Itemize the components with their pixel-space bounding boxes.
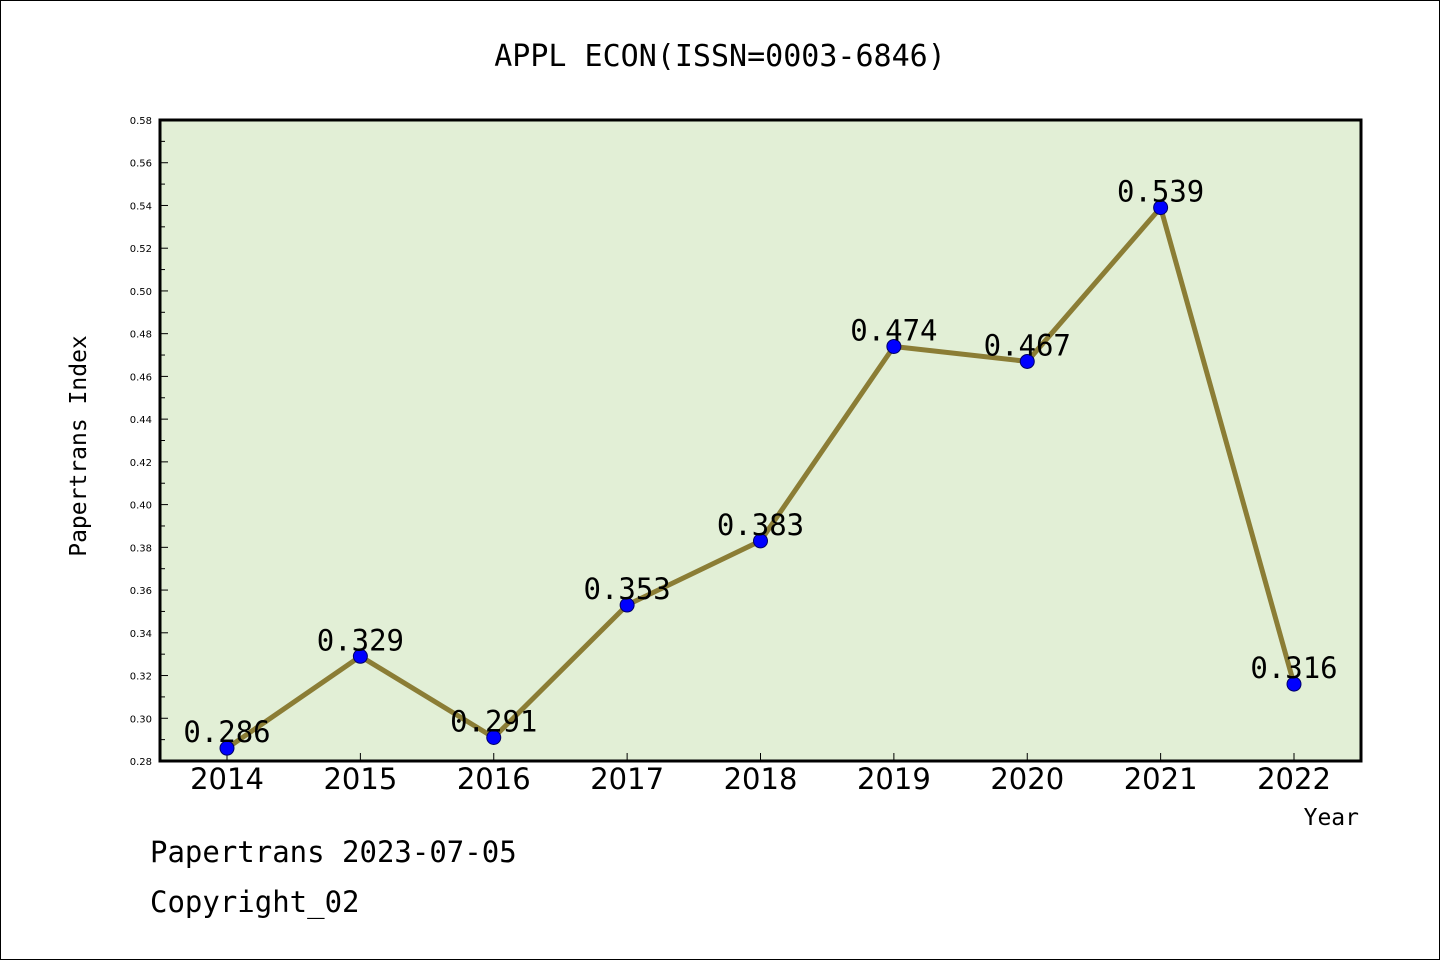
data-point: [619, 597, 635, 613]
chart-title: APPL ECON(ISSN=0003-6846): [494, 39, 946, 74]
data-point: [886, 338, 902, 354]
data-point: [1153, 200, 1169, 216]
data-label: 0.329: [317, 623, 404, 657]
data-label: 0.286: [183, 715, 270, 749]
x-tick-label: 2015: [323, 762, 397, 796]
y-tick-label: 0.32: [130, 672, 152, 683]
data-label: 0.539: [1117, 175, 1204, 209]
y-tick-label: 0.50: [130, 287, 152, 298]
y-tick-label: 0.30: [130, 714, 152, 725]
x-tick-label: 2018: [724, 762, 798, 796]
data-point: [1286, 676, 1302, 692]
y-tick-label: 0.56: [130, 159, 152, 170]
x-tick-label: 2014: [190, 762, 264, 796]
y-tick-label: 0.40: [130, 501, 152, 512]
y-tick-label: 0.52: [130, 244, 152, 255]
data-label: 0.383: [717, 508, 804, 542]
y-tick-label: 0.42: [130, 458, 152, 469]
y-tick-label: 0.48: [130, 330, 152, 341]
data-point: [219, 740, 235, 756]
data-point: [486, 729, 502, 745]
y-tick-label: 0.54: [130, 201, 152, 212]
x-tick-label: 2022: [1257, 762, 1331, 796]
footer-copyright: Copyright_02: [150, 885, 360, 919]
y-axis-label: Papertrans Index: [66, 335, 92, 557]
plot-border: [158, 118, 1363, 763]
y-tick-label: 0.46: [130, 372, 152, 383]
x-tick-label: 2020: [990, 762, 1064, 796]
data-label: 0.291: [450, 704, 537, 738]
y-tick-label: 0.36: [130, 586, 152, 597]
data-point: [352, 648, 368, 664]
data-point: [753, 533, 768, 549]
x-tick-label: 2019: [857, 762, 931, 796]
y-tick-label: 0.38: [130, 543, 152, 554]
data-label: 0.316: [1250, 651, 1337, 685]
x-tick-label: 2021: [1124, 762, 1198, 796]
plot-area: [160, 120, 1361, 761]
x-tick-label: 2017: [590, 762, 664, 796]
y-tick-label: 0.34: [130, 629, 152, 640]
footer-source-date: Papertrans 2023-07-05: [150, 835, 517, 869]
y-tick-label: 0.44: [130, 415, 152, 426]
data-label: 0.353: [583, 572, 670, 606]
y-tick-label: 0.58: [130, 116, 152, 127]
series-group: [219, 200, 1302, 756]
data-label: 0.467: [984, 328, 1071, 362]
x-axis-label: Year: [1304, 805, 1359, 831]
data-point: [1019, 353, 1035, 369]
y-tick-label: 0.28: [130, 757, 152, 768]
x-tick-label: 2016: [457, 762, 531, 796]
data-label: 0.474: [850, 313, 937, 347]
data-labels: 0.286 0.329 0.291 0.353 0.383 0.474 0.467 0.539…: [183, 175, 1337, 750]
x-axis-ticks: 2014 2015 2016 2017 2018 2019 2020 2021 2022: [190, 753, 1331, 796]
y-axis-ticks: 0.28 0.30 0.32 0.34 0.36 0.38 0.40 0.42 0.44 0.46…: [130, 116, 168, 768]
